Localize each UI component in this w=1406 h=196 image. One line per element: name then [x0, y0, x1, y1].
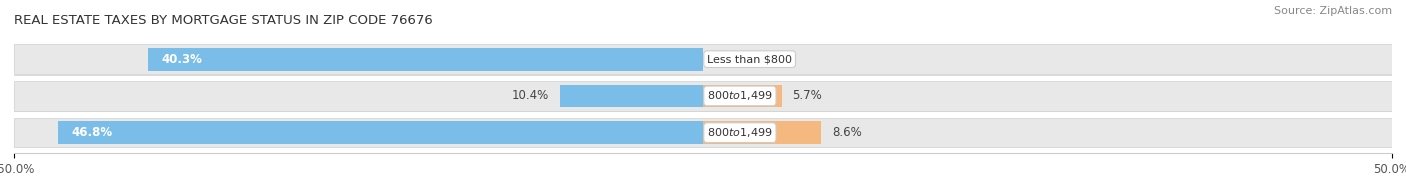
Bar: [703, 84, 782, 107]
Bar: [14, 81, 1392, 111]
Bar: [148, 48, 703, 71]
Bar: [14, 118, 1392, 147]
Text: 5.7%: 5.7%: [793, 89, 823, 103]
Text: Source: ZipAtlas.com: Source: ZipAtlas.com: [1274, 6, 1392, 16]
Bar: [58, 121, 703, 144]
Text: 10.4%: 10.4%: [512, 89, 548, 103]
Text: Less than $800: Less than $800: [707, 54, 792, 64]
Text: 40.3%: 40.3%: [162, 53, 202, 66]
Text: 0.0%: 0.0%: [714, 53, 744, 66]
Bar: [560, 84, 703, 107]
Text: $800 to $1,499: $800 to $1,499: [707, 126, 773, 139]
Text: REAL ESTATE TAXES BY MORTGAGE STATUS IN ZIP CODE 76676: REAL ESTATE TAXES BY MORTGAGE STATUS IN …: [14, 14, 433, 27]
Text: 46.8%: 46.8%: [72, 126, 112, 139]
Text: $800 to $1,499: $800 to $1,499: [707, 89, 773, 103]
Text: 8.6%: 8.6%: [832, 126, 862, 139]
Bar: [703, 121, 821, 144]
Bar: [14, 44, 1392, 74]
